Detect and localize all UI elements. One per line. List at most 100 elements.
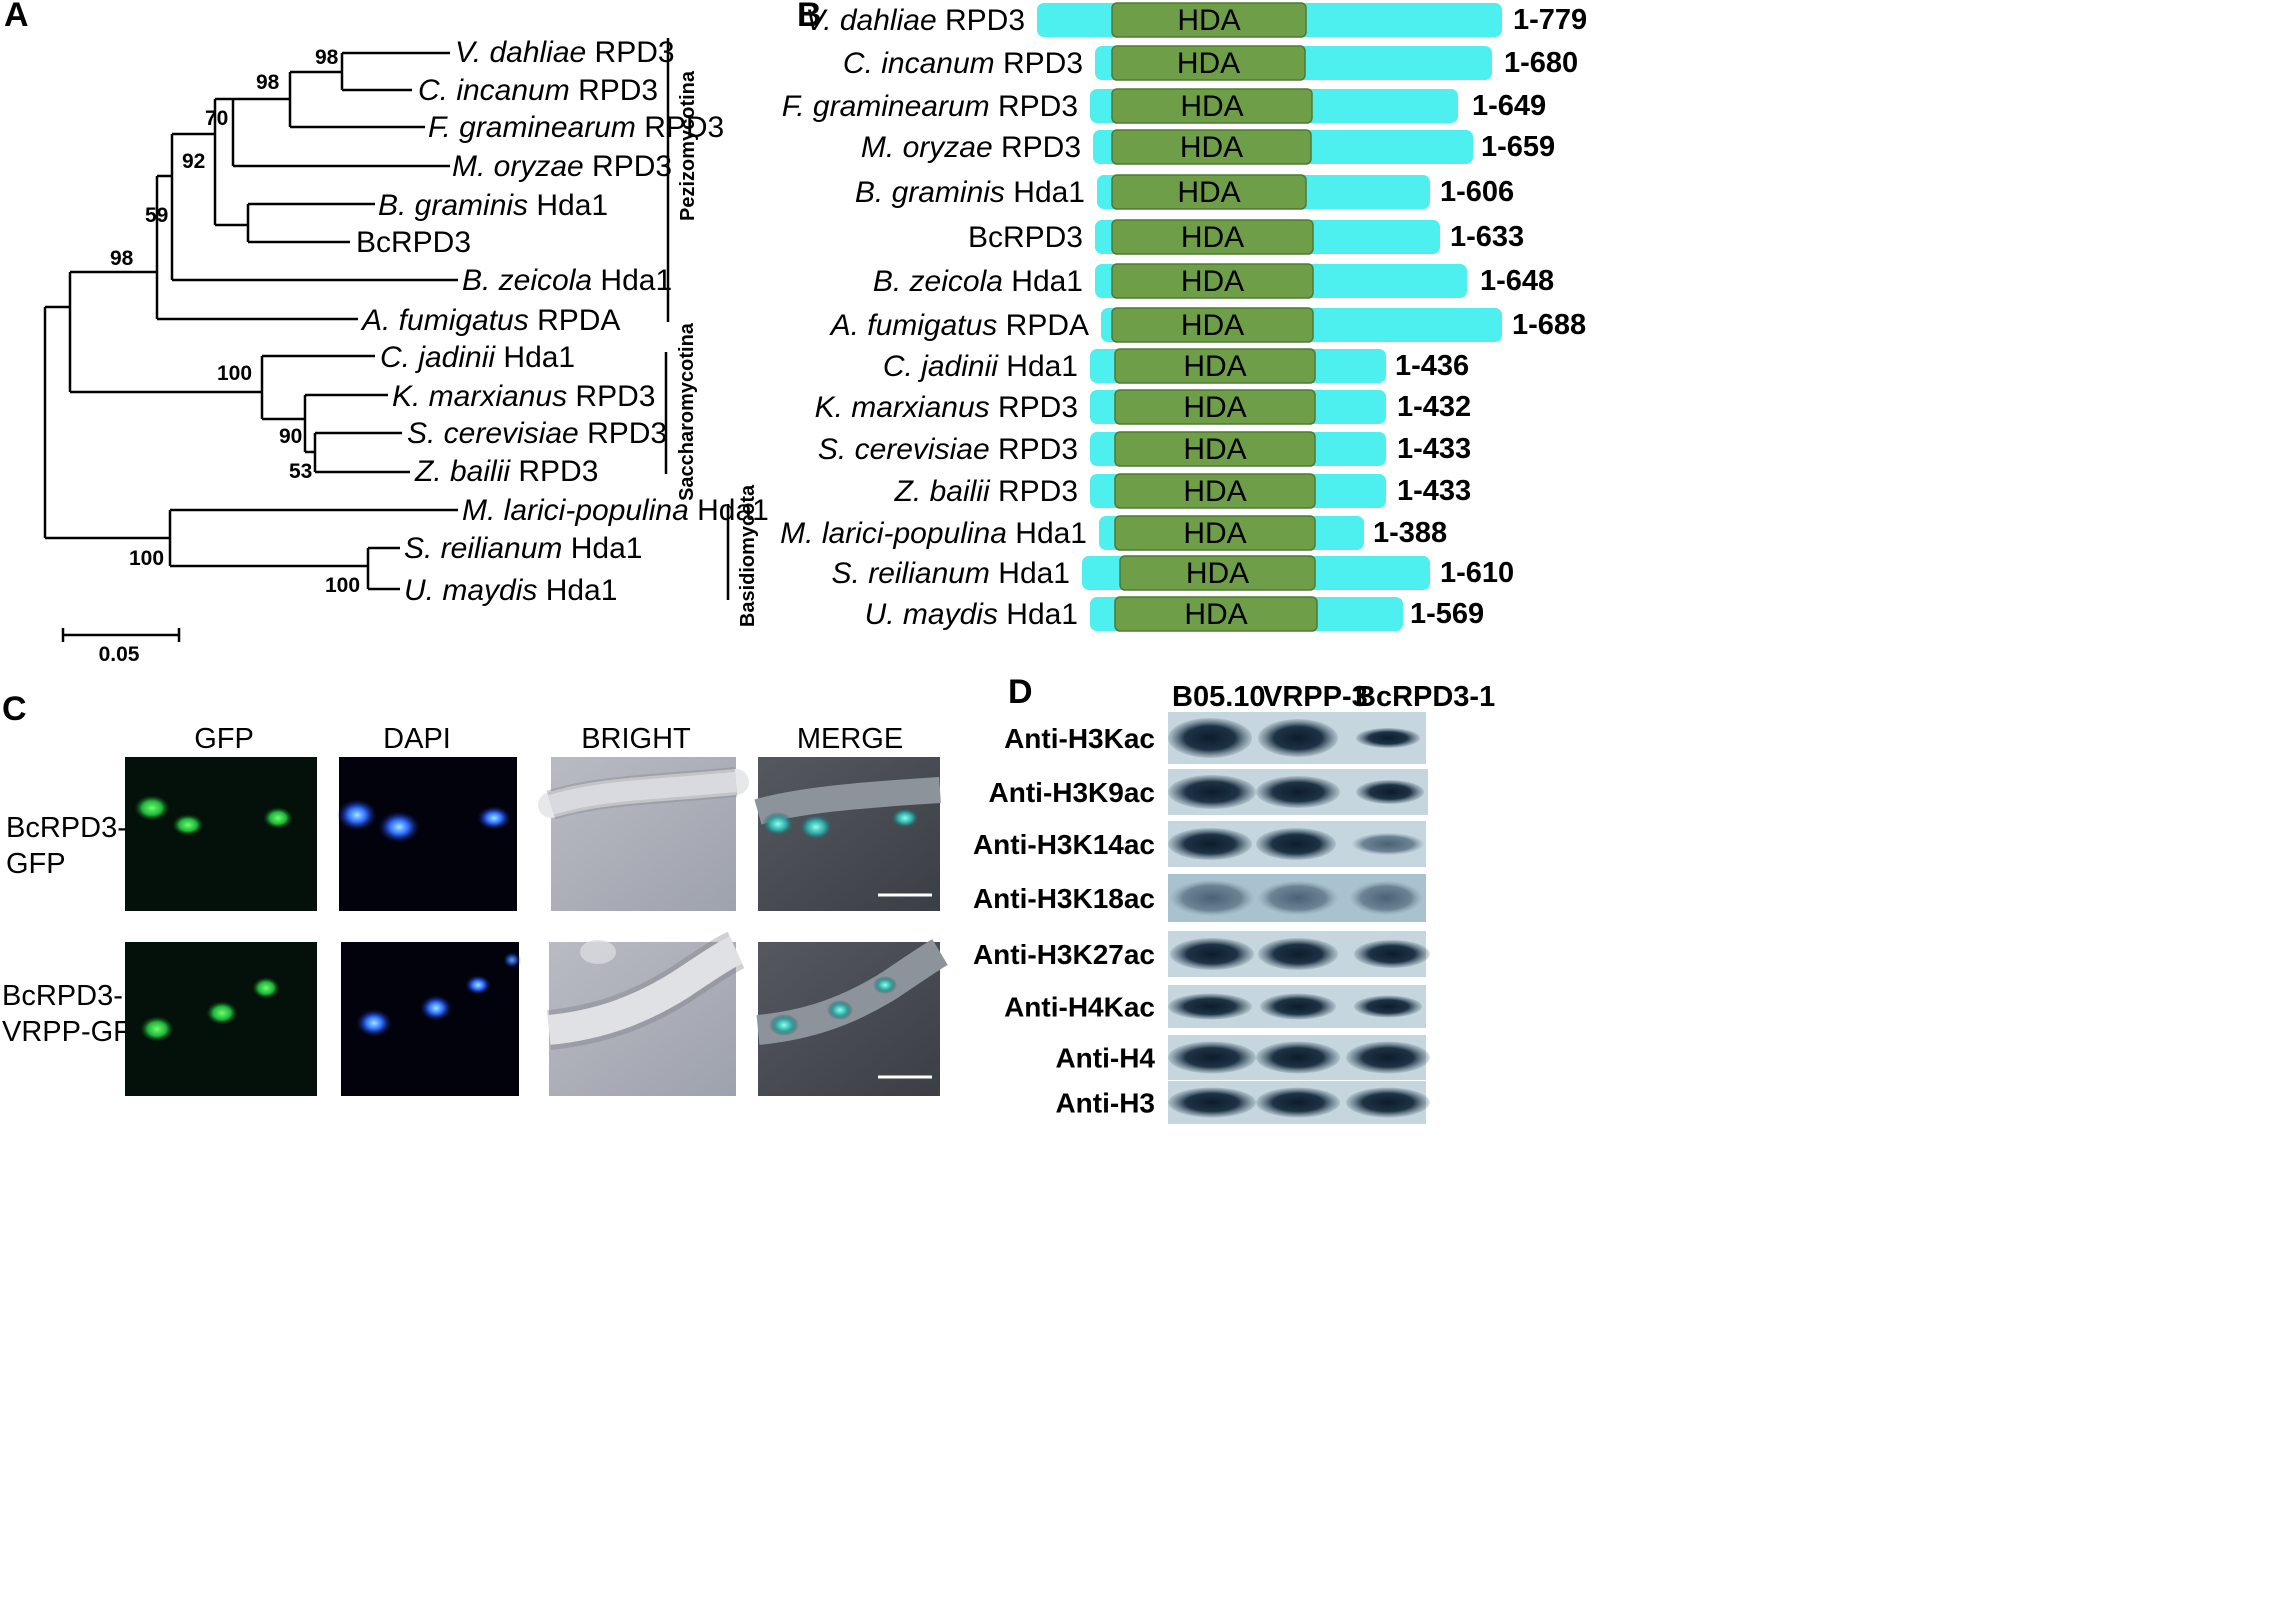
length-range: 1-436 (1395, 350, 1469, 382)
protein-label: M. oryzae RPD3 (861, 131, 1081, 164)
taxon-label: M. larici-populina Hda1 (462, 494, 769, 527)
bootstrap-value: 92 (182, 150, 205, 173)
protein-label: S. cerevisiae RPD3 (818, 433, 1078, 466)
hda-domain (1111, 219, 1314, 255)
blot-band (1356, 728, 1420, 748)
hda-domain (1111, 88, 1313, 124)
antibody-label: Anti-H3K27ac (973, 939, 1155, 970)
hda-domain (1114, 515, 1316, 551)
panel-a-label: A (4, 0, 29, 34)
image-gfp-row1 (125, 757, 317, 911)
hda-domain-label: HDA (1177, 4, 1240, 37)
hda-domain (1111, 45, 1306, 81)
blot-band (1258, 881, 1338, 915)
taxon-label: S. cerevisiae RPD3 (407, 417, 667, 450)
blot-band (1350, 881, 1422, 915)
image-dapi-row2 (341, 942, 521, 1096)
hda-domain-label: HDA (1181, 221, 1244, 254)
taxon-label: S. reilianum Hda1 (404, 532, 642, 565)
protein-label: B. graminis Hda1 (855, 176, 1085, 209)
panel-d: D B05.10 VRPP-3 BcRPD3-1 Anti-H3KacAnti-… (973, 673, 1495, 1124)
strain-label: B05.10 (1172, 681, 1266, 713)
length-range: 1-606 (1440, 176, 1514, 208)
length-range: 1-610 (1440, 557, 1514, 589)
hda-domain-label: HDA (1183, 350, 1246, 383)
strain-label: BcRPD3-1 (1355, 681, 1495, 713)
taxon-label: F. graminearum RPD3 (428, 111, 724, 144)
bootstrap-value: 59 (145, 204, 168, 227)
image-dapi-row1 (337, 757, 517, 911)
scale-bar-label: 0.05 (99, 643, 140, 666)
blot-band (1346, 1041, 1430, 1074)
bootstrap-value: 100 (217, 362, 252, 385)
hda-domain (1114, 348, 1316, 384)
hda-domain-label: HDA (1183, 391, 1246, 424)
antibody-label: Anti-H4Kac (1004, 992, 1155, 1023)
blot-band (1354, 995, 1422, 1018)
protein-label: V. dahliae RPD3 (805, 4, 1025, 37)
hda-domain-label: HDA (1183, 517, 1246, 550)
antibody-label: Anti-H3K9ac (989, 777, 1155, 808)
hda-domain-label: HDA (1183, 433, 1246, 466)
blot-band (1168, 718, 1252, 758)
image-merge-row1 (754, 757, 941, 911)
protein-label: B. zeicola Hda1 (873, 265, 1083, 298)
blot-band (1354, 940, 1430, 968)
blot-band (1168, 993, 1252, 1020)
protein-label: S. reilianum Hda1 (832, 557, 1070, 590)
hda-domain (1111, 2, 1307, 38)
hda-domain (1111, 129, 1312, 165)
panel-a: A V. dahliae RPD3 C. incanum RPD3 (4, 0, 769, 666)
bootstrap-value: 100 (129, 547, 164, 570)
hda-domain-label: HDA (1177, 176, 1240, 209)
blot-rows: Anti-H3Kac Anti-H3K9ac Anti-H3K14ac Anti-H3… (973, 712, 1430, 1124)
bootstrap-value: 98 (315, 46, 339, 69)
taxon-label: Z. bailii RPD3 (414, 455, 598, 488)
column-header-dapi: DAPI (383, 723, 451, 755)
length-range: 1-659 (1481, 131, 1555, 163)
hda-domain-label: HDA (1186, 557, 1249, 590)
taxon-label: M. oryzae RPD3 (452, 150, 672, 183)
group-label: Basidiomycota (737, 484, 759, 627)
hda-domain-label: HDA (1181, 309, 1244, 342)
protein-label: K. marxianus RPD3 (815, 391, 1078, 424)
taxon-label: C. incanum RPD3 (418, 74, 658, 107)
length-range: 1-433 (1397, 433, 1471, 465)
image-merge-row2 (756, 939, 948, 1096)
blot-band (1256, 776, 1340, 808)
blot-band (1346, 1087, 1430, 1118)
blot-band (1256, 1087, 1340, 1118)
column-header-gfp: GFP (194, 723, 254, 755)
taxon-label: B. graminis Hda1 (378, 189, 608, 222)
tree-branches (43, 51, 458, 642)
panel-b-label: B (797, 0, 822, 34)
length-range: 1-432 (1397, 391, 1471, 423)
length-range: 1-649 (1472, 90, 1546, 122)
taxon-label: K. marxianus RPD3 (392, 380, 655, 413)
protein-label: C. jadinii Hda1 (883, 350, 1078, 383)
blot-band (1260, 993, 1336, 1020)
antibody-label: Anti-H3K14ac (973, 829, 1155, 860)
group-brackets (664, 38, 730, 600)
length-range: 1-648 (1480, 265, 1554, 297)
tree-taxa: V. dahliae RPD3 C. incanum RPD3 F. grami… (356, 36, 769, 607)
blot-band (1356, 780, 1424, 804)
row-label-bcrpd3-gfp: BcRPD3-GFP (6, 812, 127, 880)
protein-label: A. fumigatus RPDA (829, 309, 1089, 342)
bootstrap-value: 100 (325, 574, 360, 597)
antibody-label: Anti-H3 (1055, 1088, 1155, 1119)
bootstrap-value: 53 (289, 460, 312, 483)
hda-domain-label: HDA (1181, 265, 1244, 298)
strain-label: VRPP-3 (1263, 681, 1368, 713)
blot-band (1352, 833, 1424, 855)
image-gfp-row2 (125, 942, 317, 1096)
column-header-merge: MERGE (797, 723, 903, 755)
column-header-bright: BRIGHT (581, 723, 691, 755)
length-range: 1-569 (1410, 598, 1484, 630)
length-range: 1-779 (1513, 4, 1587, 36)
protein-label: BcRPD3 (968, 221, 1083, 254)
domain-rows: V. dahliae RPD3 HDA 1-779 C. incanum RPD3 HD… (780, 2, 1587, 632)
group-label: Saccharomycotina (676, 322, 698, 501)
length-range: 1-433 (1397, 475, 1471, 507)
